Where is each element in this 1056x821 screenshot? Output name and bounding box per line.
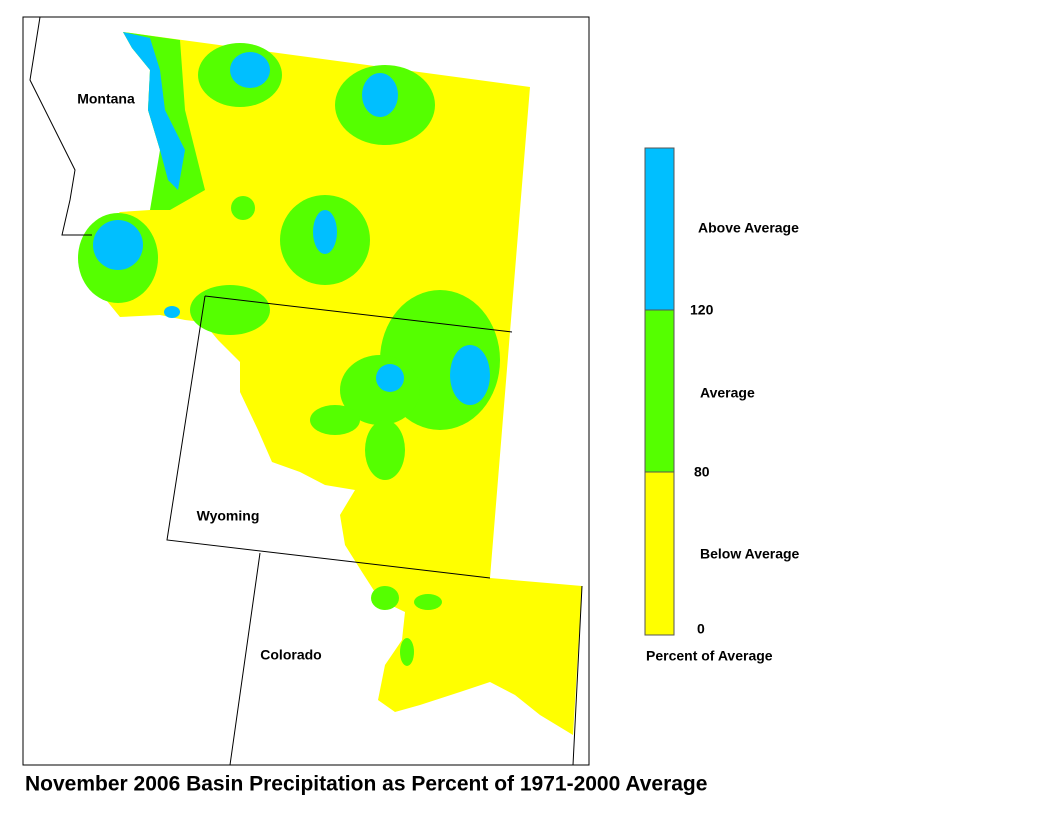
state-label: Montana [77,91,135,107]
state-label: Colorado [260,647,321,663]
basin-map [78,32,582,735]
legend-label: Average [700,385,755,401]
legend-label: Below Average [700,546,800,562]
legend: Above Average Average Below Average 120 … [644,147,800,664]
legend-tick: 0 [697,621,705,637]
legend-tick: 120 [690,302,714,318]
below-average-area [92,32,582,735]
state-boundaries [29,16,583,766]
legend-caption: Percent of Average [646,648,773,664]
legend-band [644,147,675,311]
average-areas [78,32,500,666]
state-label: Wyoming [197,508,260,524]
legend-tick: 80 [694,464,710,480]
legend-band [644,471,675,636]
above-average-areas [93,32,490,405]
legend-band [644,309,675,473]
map-title: November 2006 Basin Precipitation as Per… [25,773,707,796]
legend-label: Above Average [698,220,799,236]
